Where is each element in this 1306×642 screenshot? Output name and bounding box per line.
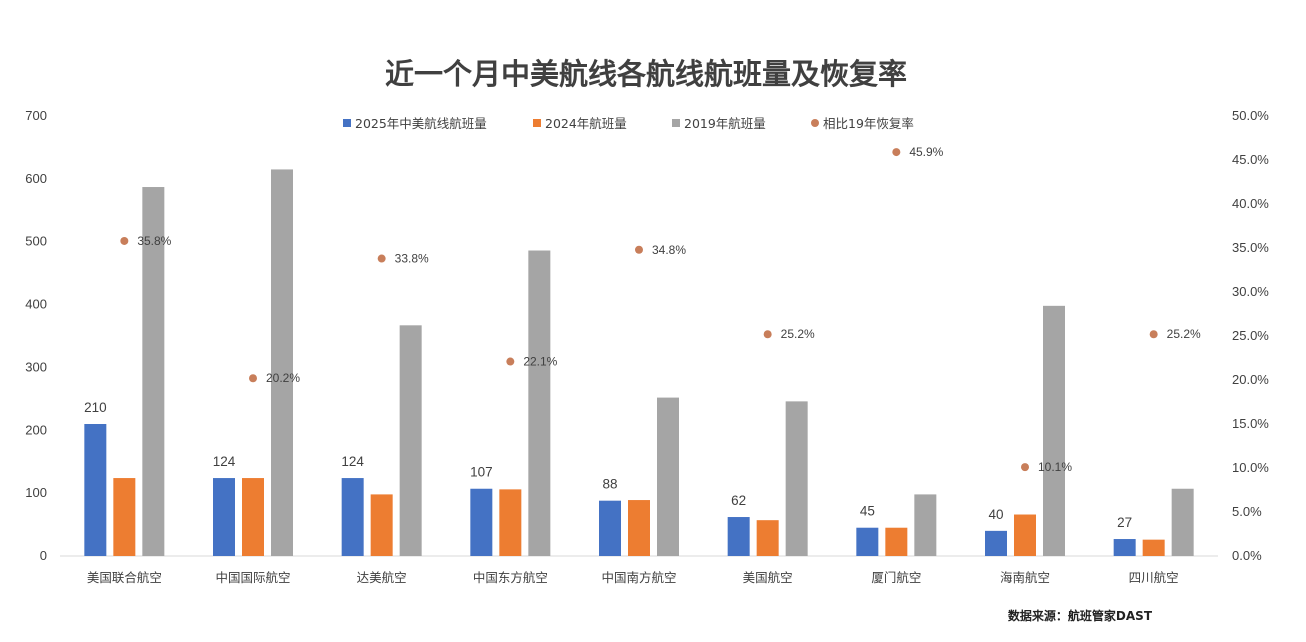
bar [213, 478, 235, 556]
rate-point [120, 236, 129, 245]
rate-point [1021, 463, 1029, 472]
rate-label: 22.1% [523, 355, 557, 369]
bar-value-label: 62 [731, 493, 746, 508]
bar-value-label: 124 [213, 454, 236, 469]
bar [399, 325, 422, 556]
right-tick-label: 0.0% [1232, 548, 1262, 563]
bar-value-label: 40 [988, 507, 1003, 522]
source-note: 数据来源：航班管家DAST [1008, 608, 1153, 623]
category-label: 美国航空 [743, 570, 793, 585]
left-tick-label: 100 [25, 485, 47, 500]
bar [657, 397, 679, 556]
rate-point [1149, 330, 1158, 339]
bar [1113, 539, 1136, 556]
bar [370, 494, 393, 556]
legend-label: 2024年航班量 [545, 116, 627, 131]
legend-label: 2019年航班量 [684, 116, 766, 131]
category-label: 中国东方航空 [473, 570, 548, 585]
rate-point [377, 254, 386, 263]
rate-label: 10.1% [1038, 460, 1072, 474]
bar [985, 530, 1007, 556]
bar [628, 500, 650, 556]
rate-label: 25.2% [781, 327, 815, 341]
bar-value-label: 124 [341, 454, 364, 469]
bar [856, 527, 879, 556]
rate-label: 34.8% [652, 243, 686, 257]
category-label: 中国南方航空 [601, 570, 676, 585]
rate-label: 20.2% [266, 371, 300, 385]
left-tick-label: 600 [25, 171, 47, 186]
bar [528, 250, 551, 556]
bar [341, 478, 364, 556]
right-tick-label: 5.0% [1232, 504, 1262, 519]
category-label: 四川航空 [1129, 570, 1179, 585]
rate-point [635, 245, 643, 254]
rate-point [506, 357, 515, 366]
bar [914, 494, 937, 556]
left-y-axis: 0 100 200 300 400 500 600 700 [25, 108, 47, 563]
rate-point [892, 148, 901, 157]
bar-value-label: 45 [860, 504, 875, 519]
right-tick-label: 50.0% [1232, 108, 1269, 123]
legend-label: 相比19年恢复率 [823, 116, 914, 131]
bar [271, 169, 293, 556]
bar [242, 478, 264, 556]
bar [1043, 305, 1065, 556]
category-label: 达美航空 [357, 570, 407, 585]
bar [142, 187, 165, 556]
chart-title: 近一个月中美航线各航线航班量及恢复率 [385, 57, 907, 91]
bar-value-label: 27 [1117, 515, 1132, 530]
bar [113, 478, 136, 556]
bar [727, 517, 750, 556]
rate-label: 25.2% [1167, 327, 1201, 341]
right-y-axis: 0.0% 5.0% 10.0% 15.0% 20.0% 25.0% 30.0% 35.0% 40… [1232, 108, 1269, 563]
bar-value-label: 210 [84, 400, 107, 415]
points-layer: 35.8% 20.2% 33.8% 22.1% 34.8% 25.2% 45.9% 10.1%… [120, 145, 1201, 474]
right-tick-label: 25.0% [1232, 328, 1269, 343]
bar [1171, 488, 1194, 556]
rate-label: 35.8% [137, 234, 171, 248]
category-label: 中国国际航空 [215, 570, 290, 585]
bar [1142, 539, 1165, 556]
right-tick-label: 45.0% [1232, 152, 1269, 167]
category-label: 美国联合航空 [87, 570, 162, 585]
legend-swatch [672, 119, 680, 127]
legend-swatch [533, 119, 541, 127]
rate-point [249, 374, 257, 383]
bar-value-label: 107 [470, 465, 493, 480]
legend-swatch [343, 119, 351, 127]
bars-layer: 210 124 124 107 88 62 45 40 27 [84, 169, 1194, 556]
bar [1014, 514, 1036, 556]
left-tick-label: 0 [40, 548, 47, 563]
right-tick-label: 30.0% [1232, 284, 1269, 299]
right-tick-label: 35.0% [1232, 240, 1269, 255]
left-tick-label: 500 [25, 234, 47, 249]
category-labels: 美国联合航空 中国国际航空 达美航空 中国东方航空 中国南方航空 美国航空 厦门航空 海南航空… [87, 570, 1179, 585]
bar [756, 520, 779, 556]
bar [84, 424, 107, 556]
left-tick-label: 200 [25, 422, 47, 437]
bar [499, 489, 522, 556]
right-tick-label: 20.0% [1232, 372, 1269, 387]
right-tick-label: 15.0% [1232, 416, 1269, 431]
bar [470, 488, 493, 556]
rate-label: 45.9% [909, 145, 943, 159]
right-tick-label: 10.0% [1232, 460, 1269, 475]
legend-marker [811, 119, 819, 127]
right-tick-label: 40.0% [1232, 196, 1269, 211]
category-label: 海南航空 [1000, 570, 1050, 585]
legend-label: 2025年中美航线航班量 [355, 116, 487, 131]
left-tick-label: 300 [25, 359, 47, 374]
legend: 2025年中美航线航班量 2024年航班量 2019年航班量 相比19年恢复率 [343, 116, 914, 131]
rate-label: 33.8% [395, 252, 429, 266]
bar [885, 527, 908, 556]
bar-value-label: 88 [602, 477, 617, 492]
category-label: 厦门航空 [871, 570, 921, 585]
rate-point [763, 330, 772, 339]
left-tick-label: 700 [25, 108, 47, 123]
bar [785, 401, 808, 556]
bar [599, 500, 621, 556]
left-tick-label: 400 [25, 297, 47, 312]
